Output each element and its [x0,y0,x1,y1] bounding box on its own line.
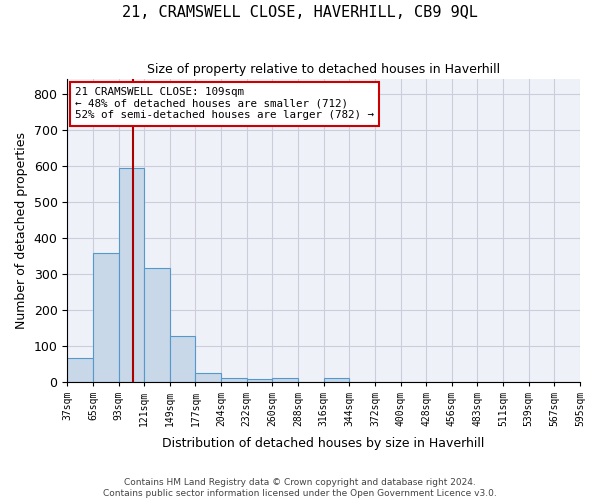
X-axis label: Distribution of detached houses by size in Haverhill: Distribution of detached houses by size … [163,437,485,450]
Bar [247,379,272,382]
Y-axis label: Number of detached properties: Number of detached properties [15,132,28,329]
Bar [323,378,349,382]
Bar [119,168,144,382]
Text: 21, CRAMSWELL CLOSE, HAVERHILL, CB9 9QL: 21, CRAMSWELL CLOSE, HAVERHILL, CB9 9QL [122,5,478,20]
Bar [196,372,221,382]
Bar [67,358,93,382]
Bar [272,378,298,382]
Text: 21 CRAMSWELL CLOSE: 109sqm
← 48% of detached houses are smaller (712)
52% of sem: 21 CRAMSWELL CLOSE: 109sqm ← 48% of deta… [75,87,374,120]
Bar [93,253,119,382]
Bar [221,378,247,382]
Bar [170,336,196,382]
Text: Contains HM Land Registry data © Crown copyright and database right 2024.
Contai: Contains HM Land Registry data © Crown c… [103,478,497,498]
Title: Size of property relative to detached houses in Haverhill: Size of property relative to detached ho… [147,62,500,76]
Bar [144,268,170,382]
